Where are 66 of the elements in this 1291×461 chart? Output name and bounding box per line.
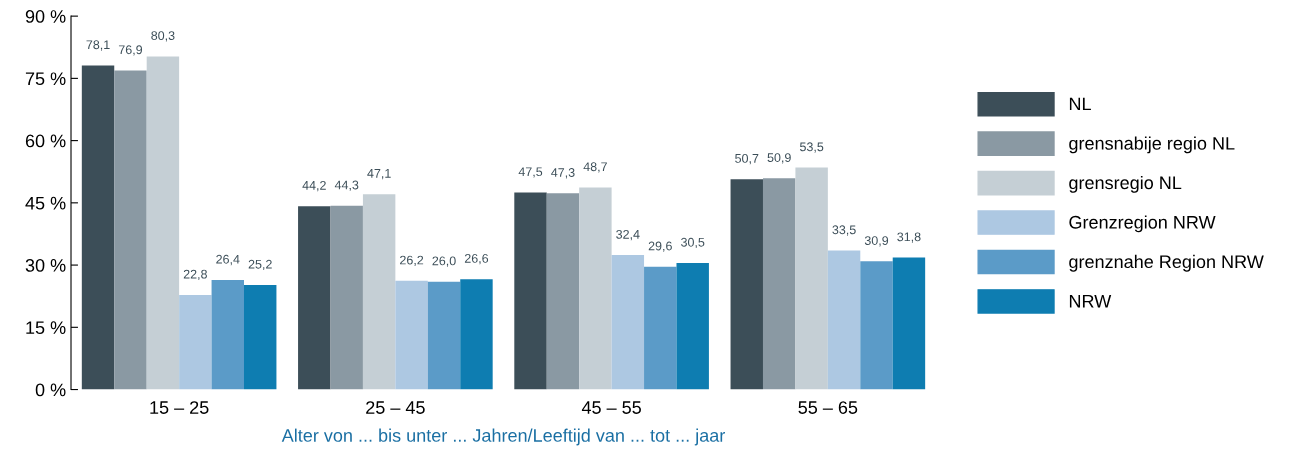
data-label: 80,3 bbox=[151, 31, 175, 42]
x-tick-label: 15 – 25 bbox=[150, 401, 209, 414]
legend-label: grensnabije regio NL bbox=[1069, 136, 1235, 154]
data-label: 44,2 bbox=[302, 180, 326, 192]
legend-label: NRW bbox=[1069, 294, 1112, 308]
bar bbox=[644, 266, 677, 390]
bar bbox=[427, 281, 461, 390]
data-label: 32,4 bbox=[616, 229, 640, 241]
legend-label: grensregio NL bbox=[1069, 175, 1182, 193]
legend-label: Grenzregion NRW bbox=[1069, 215, 1216, 233]
data-label: 29,6 bbox=[648, 241, 672, 252]
data-label: 26,0 bbox=[432, 256, 456, 267]
y-tick-label: 30 % bbox=[25, 259, 66, 272]
bar bbox=[114, 70, 147, 390]
bar bbox=[362, 194, 396, 390]
x-tick-label: 45 – 55 bbox=[581, 401, 641, 414]
bar bbox=[611, 255, 645, 390]
bar bbox=[860, 261, 893, 390]
y-tick-label: 60 % bbox=[25, 134, 66, 148]
y-tick-label: 75 % bbox=[25, 72, 66, 86]
bar bbox=[762, 178, 796, 390]
legend-label: NL bbox=[1069, 97, 1091, 111]
data-label: 25,2 bbox=[248, 259, 272, 271]
data-label: 50,7 bbox=[735, 153, 759, 165]
bar bbox=[395, 280, 428, 390]
data-label: 47,1 bbox=[367, 169, 391, 180]
bar bbox=[892, 257, 926, 390]
x-tick-label: 25 – 45 bbox=[366, 401, 425, 414]
data-label: 48,7 bbox=[583, 162, 607, 173]
bar bbox=[211, 280, 244, 390]
data-label: 76,9 bbox=[118, 45, 143, 56]
bar bbox=[546, 193, 580, 390]
data-label: 31,8 bbox=[897, 232, 921, 243]
data-label: 30,5 bbox=[681, 237, 705, 249]
data-label: 33,5 bbox=[832, 225, 856, 236]
bar bbox=[460, 279, 493, 390]
bar bbox=[146, 56, 180, 390]
bar bbox=[730, 179, 763, 390]
x-axis-title: Alter von ... bis unter ... Jahren/Leeftijd van ... tot ... jaar bbox=[281, 428, 725, 446]
bar bbox=[676, 263, 709, 390]
data-label: 30,9 bbox=[864, 236, 889, 247]
data-label: 26,2 bbox=[400, 255, 424, 266]
x-tick-label: 55 – 65 bbox=[798, 401, 858, 414]
data-label: 26,4 bbox=[216, 254, 240, 266]
data-label: 78,1 bbox=[86, 40, 110, 51]
bar bbox=[514, 192, 547, 390]
y-tick-label: 0 % bbox=[35, 383, 66, 397]
y-tick-label: 15 % bbox=[26, 321, 66, 335]
bar bbox=[795, 167, 828, 390]
data-label: 47,3 bbox=[551, 168, 575, 179]
data-label: 47,5 bbox=[518, 167, 543, 178]
data-label: 26,6 bbox=[464, 253, 489, 265]
bar bbox=[827, 250, 861, 390]
data-label: 22,8 bbox=[183, 269, 207, 281]
bar bbox=[579, 187, 612, 390]
data-label: 44,3 bbox=[334, 180, 359, 191]
bar bbox=[179, 294, 212, 390]
bar bbox=[244, 284, 277, 390]
bar bbox=[330, 205, 363, 390]
bar bbox=[298, 206, 331, 390]
legend-label: grenznahe Region NRW bbox=[1069, 254, 1264, 272]
data-label: 50,9 bbox=[767, 153, 791, 164]
data-label: 53,5 bbox=[799, 142, 824, 153]
y-tick-label: 45 % bbox=[25, 196, 66, 210]
bar bbox=[81, 65, 115, 390]
y-tick-label: 90 % bbox=[25, 10, 66, 23]
